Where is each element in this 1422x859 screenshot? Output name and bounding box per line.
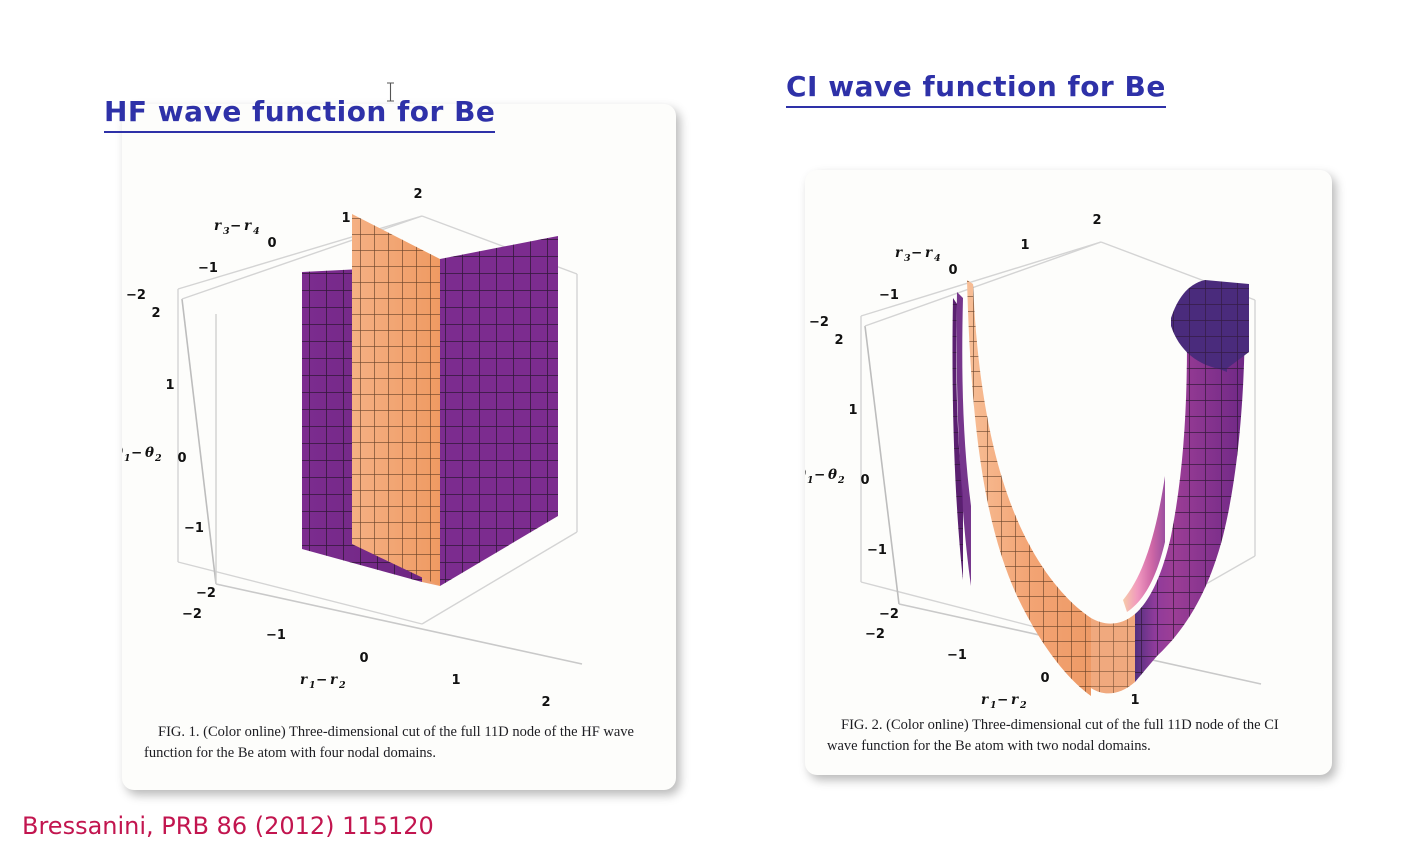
svg-text:−: − (814, 467, 825, 483)
svg-text:r: r (330, 672, 338, 688)
figure-card-ci: −2 −1 0 1 2 r 3 − r 4 2 1 0 −1 −2 (805, 170, 1332, 775)
figure-card-hf: −2 −1 0 1 2 r 3 − r 4 2 1 0 −1 −2 (122, 104, 676, 790)
svg-text:0: 0 (267, 236, 276, 251)
svg-text:1: 1 (1130, 693, 1139, 708)
ci-x-ticks: −2 −1 0 1 2 (865, 627, 1230, 716)
svg-text:−: − (911, 245, 922, 261)
svg-text:2: 2 (541, 695, 550, 710)
svg-text:−: − (997, 692, 1008, 708)
hf-axis-box (177, 215, 578, 625)
svg-text:θ: θ (122, 445, 123, 461)
hf-z-ticks: 2 1 0 −1 −2 (151, 306, 216, 601)
svg-text:−: − (316, 672, 327, 688)
svg-text:0: 0 (177, 451, 186, 466)
svg-text:2: 2 (834, 333, 843, 348)
svg-text:1: 1 (124, 453, 131, 464)
svg-text:1: 1 (848, 403, 857, 418)
hf-y-axis-label: r 3 − r 4 (214, 218, 260, 237)
svg-text:1: 1 (990, 700, 997, 711)
figure-caption-ci-label: FIG. 2. (841, 717, 883, 733)
svg-text:r: r (214, 218, 222, 234)
svg-text:−1: −1 (867, 543, 887, 558)
hf-x-axis-line (215, 583, 583, 665)
svg-text:1: 1 (1020, 238, 1029, 253)
slide-title-ci: CI wave function for Be (786, 70, 1166, 108)
citation-text: Bressanini, PRB 86 (2012) 115120 (22, 812, 434, 840)
svg-text:−1: −1 (947, 648, 967, 663)
figure-caption-hf-label: FIG. 1. (158, 724, 200, 740)
svg-text:θ: θ (805, 467, 806, 483)
svg-text:2: 2 (413, 187, 422, 202)
svg-text:−: − (131, 445, 142, 461)
hf-x-ticks: −2 −1 0 1 2 (182, 607, 551, 710)
svg-text:−2: −2 (879, 607, 899, 622)
ci-z-axis-line (864, 325, 900, 605)
ci-right-mesh-overlay (1171, 280, 1249, 370)
svg-text:r: r (300, 672, 308, 688)
svg-text:2: 2 (1092, 213, 1101, 228)
ci-y-ticks: −2 −1 0 1 2 (809, 213, 1102, 330)
svg-text:θ: θ (145, 445, 154, 461)
svg-text:r: r (1011, 692, 1019, 708)
svg-text:2: 2 (154, 453, 162, 464)
svg-text:2: 2 (1019, 700, 1027, 711)
svg-text:3: 3 (223, 226, 230, 237)
plot-ci: −2 −1 0 1 2 r 3 − r 4 2 1 0 −1 −2 (805, 176, 1332, 716)
svg-text:−2: −2 (126, 288, 146, 303)
hf-x-axis-label: r 1 − r 2 (300, 672, 346, 691)
svg-text:0: 0 (1040, 671, 1049, 686)
svg-text:1: 1 (309, 680, 316, 691)
svg-text:2: 2 (151, 306, 160, 321)
hf-orange-plane (352, 214, 440, 586)
svg-text:0: 0 (860, 473, 869, 488)
ci-x-axis-label: r 1 − r 2 (981, 692, 1027, 711)
svg-text:r: r (244, 218, 252, 234)
ci-right-purple-sheet (1123, 308, 1245, 682)
svg-text:r: r (895, 245, 903, 261)
svg-text:−2: −2 (809, 315, 829, 330)
svg-text:1: 1 (341, 211, 350, 226)
svg-text:r: r (925, 245, 933, 261)
svg-text:0: 0 (359, 651, 368, 666)
svg-text:−1: −1 (266, 628, 286, 643)
svg-text:θ: θ (828, 467, 837, 483)
svg-text:4: 4 (253, 226, 260, 237)
hf-z-axis-line (181, 298, 217, 585)
svg-text:2: 2 (837, 475, 845, 486)
slide-title-hf: HF wave function for Be (104, 95, 496, 133)
svg-text:3: 3 (904, 253, 911, 264)
svg-text:−1: −1 (879, 288, 899, 303)
figure-caption-hf-text: (Color online) Three-dimensional cut of … (144, 724, 634, 761)
svg-text:1: 1 (451, 673, 460, 688)
svg-text:0: 0 (948, 263, 957, 278)
hf-z-axis-label: θ 1 − θ 2 (122, 445, 162, 464)
ci-y-axis-line (864, 241, 1102, 327)
figure-caption-hf: FIG. 1. (Color online) Three-dimensional… (122, 722, 676, 763)
svg-text:−2: −2 (865, 627, 885, 642)
svg-text:2: 2 (338, 680, 346, 691)
ci-surface-plot: −2 −1 0 1 2 r 3 − r 4 2 1 0 −1 −2 (805, 213, 1262, 716)
svg-text:−1: −1 (184, 521, 204, 536)
svg-text:−2: −2 (182, 607, 202, 622)
hf-surface-plot: −2 −1 0 1 2 r 3 − r 4 2 1 0 −1 −2 (122, 187, 583, 710)
figure-caption-ci-text: (Color online) Three-dimensional cut of … (827, 717, 1279, 754)
ci-left-orange-sheet (967, 280, 1091, 696)
hf-y-ticks: −2 −1 0 1 2 (126, 187, 423, 303)
svg-text:−: − (230, 218, 241, 234)
svg-text:1: 1 (807, 475, 814, 486)
svg-text:r: r (981, 692, 989, 708)
svg-text:4: 4 (934, 253, 941, 264)
svg-text:2: 2 (1220, 715, 1229, 716)
plot-hf: −2 −1 0 1 2 r 3 − r 4 2 1 0 −1 −2 (122, 154, 676, 724)
ci-z-ticks: 2 1 0 −1 −2 (834, 333, 899, 622)
figure-caption-ci: FIG. 2. (Color online) Three-dimensional… (805, 715, 1332, 756)
ci-valley-fold (1091, 614, 1135, 694)
ci-left-purple-wing (952, 292, 971, 586)
hf-axis-box-front (215, 314, 217, 584)
ci-y-axis-label: r 3 − r 4 (895, 245, 941, 264)
svg-text:1: 1 (165, 378, 174, 393)
svg-text:−2: −2 (196, 586, 216, 601)
svg-text:−1: −1 (198, 261, 218, 276)
ci-z-axis-label: θ 1 − θ 2 (805, 467, 845, 486)
